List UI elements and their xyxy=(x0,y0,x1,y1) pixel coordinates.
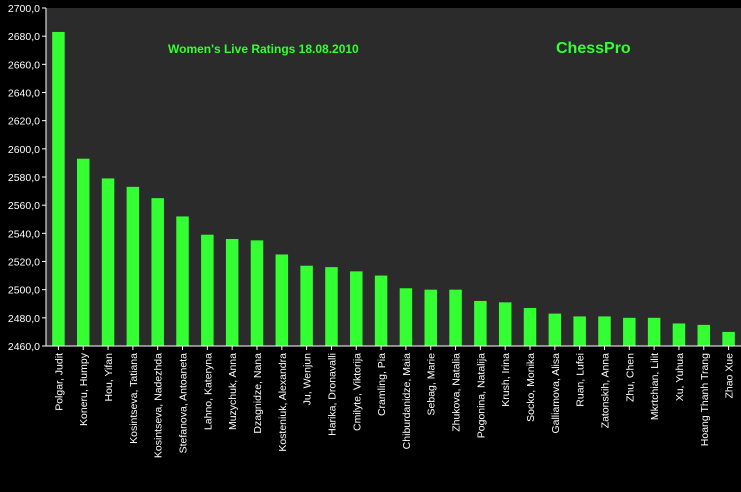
x-tick-label: Polgar, Judit xyxy=(53,353,65,411)
x-tick-label: Krush, Irina xyxy=(500,353,512,407)
bar xyxy=(275,254,289,346)
x-tick-label: Hoang Thanh Trang xyxy=(699,353,711,446)
bar xyxy=(573,316,586,346)
x-tick-label: Socko, Monika xyxy=(525,353,537,422)
y-axis: 2460,0 2480,0 2500,0 2520,0 2540,0 2560,0 2580… xyxy=(8,3,46,353)
bar xyxy=(399,288,413,346)
x-tick-label: Pogonina, Natalija xyxy=(475,353,487,438)
y-tick-label: 2480,0 xyxy=(8,313,40,325)
bar xyxy=(498,302,512,346)
x-tick-label: Galliamova, Alisa xyxy=(550,353,562,434)
x-tick-label: Zhukova, Natalia xyxy=(451,353,463,432)
watermark-text: ChessPro xyxy=(556,40,631,57)
bars xyxy=(52,31,735,347)
y-tick-label: 2540,0 xyxy=(8,228,40,240)
bar xyxy=(52,31,65,347)
plot-area xyxy=(46,8,741,346)
x-tick-label: Cramling, Pia xyxy=(376,353,388,416)
bar xyxy=(548,313,562,346)
x-tick-label: Harika, Dronavalli xyxy=(326,353,338,436)
x-tick-label: Ju, Wenjun xyxy=(302,353,314,405)
x-tick-label: Kosteniuk, Alexandra xyxy=(277,353,289,452)
x-tick-label: Koneru, Humpy xyxy=(78,352,90,426)
bar xyxy=(697,324,711,346)
bar xyxy=(722,331,735,346)
bar xyxy=(647,317,661,346)
y-tick-label: 2700,0 xyxy=(8,3,40,15)
bar xyxy=(176,216,189,346)
x-tick-label: Dzagnidze, Nana xyxy=(252,353,264,434)
x-tick-label: Kosintseva, Tatiana xyxy=(128,353,140,444)
x-tick-label: Zatonskih, Anna xyxy=(599,353,611,428)
bar xyxy=(474,300,487,346)
y-tick-label: 2600,0 xyxy=(8,144,40,156)
y-tick-label: 2680,0 xyxy=(8,31,40,43)
bar xyxy=(126,186,140,346)
chart-title: Women's Live Ratings 18.08.2010 xyxy=(168,42,359,56)
x-tick-label: Cmilyte, Viktorija xyxy=(351,353,363,431)
bar xyxy=(76,158,90,346)
bar xyxy=(449,289,462,346)
x-tick-label: Zhu, Chen xyxy=(624,353,636,402)
bar xyxy=(325,267,338,346)
y-tick-label: 2460,0 xyxy=(8,341,40,353)
bar xyxy=(225,238,239,346)
x-tick-label: Kosintseva, Nadezhda xyxy=(153,353,165,458)
x-tick-label: Xu, Yuhua xyxy=(674,353,686,401)
x-tick-label: Ruan, Lufei xyxy=(575,353,587,407)
y-tick-label: 2660,0 xyxy=(8,59,40,71)
bar xyxy=(523,307,537,346)
y-tick-label: 2500,0 xyxy=(8,285,40,297)
bar xyxy=(300,265,313,346)
y-tick-label: 2640,0 xyxy=(8,88,40,100)
y-tick-label: 2520,0 xyxy=(8,257,40,269)
bar xyxy=(201,234,214,346)
bar xyxy=(250,240,264,346)
x-tick-label: Lahno, Kateryna xyxy=(202,353,214,430)
y-tick-label: 2620,0 xyxy=(8,116,40,128)
y-tick-label: 2560,0 xyxy=(8,200,40,212)
bar xyxy=(101,178,115,346)
bar xyxy=(374,275,388,346)
x-tick-label: Muzychuk, Anna xyxy=(227,353,239,430)
bar xyxy=(350,271,363,346)
x-tick-label: Mkrtchian, Lilit xyxy=(649,353,661,420)
y-tick-label: 2580,0 xyxy=(8,172,40,184)
x-tick-label: Sebag, Marie xyxy=(426,353,438,416)
x-tick-label: Zhao Xue xyxy=(724,353,736,399)
bar xyxy=(598,316,611,346)
x-axis: Polgar, Judit Koneru, Humpy Hou, Yifan Kosi… xyxy=(53,346,736,458)
bar xyxy=(672,323,686,346)
x-tick-label: Chiburdanidze, Maia xyxy=(401,353,413,449)
x-tick-label: Hou, Yifan xyxy=(103,353,115,402)
x-tick-label: Stefanova, Antoaneta xyxy=(178,353,190,454)
bar xyxy=(623,317,636,346)
bar xyxy=(424,289,437,346)
bar xyxy=(151,198,164,346)
